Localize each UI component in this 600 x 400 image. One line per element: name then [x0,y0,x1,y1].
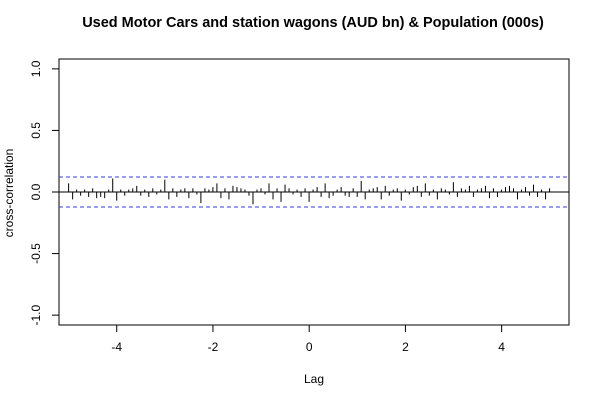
y-axis-label: cross-correlation [2,149,16,238]
x-axis-label: Lag [304,372,324,386]
x-tick-label: 2 [402,340,409,354]
x-tick-label: -2 [208,340,219,354]
x-tick-label: 0 [306,340,313,354]
x-tick-label: -4 [111,340,122,354]
y-tick-label: -1.0 [29,304,43,325]
y-tick-label: 0.0 [29,183,43,200]
x-axis: -4 -2 0 2 4 [111,324,505,354]
y-tick-label: -0.5 [29,243,43,264]
y-tick-label: 1.0 [29,60,43,77]
chart-title: Used Motor Cars and station wagons (AUD … [82,15,544,31]
y-tick-label: 0.5 [29,122,43,139]
y-axis: -1.0 -0.5 0.0 0.5 1.0 [29,60,60,325]
plot-area [59,176,569,208]
x-tick-label: 4 [498,340,505,354]
